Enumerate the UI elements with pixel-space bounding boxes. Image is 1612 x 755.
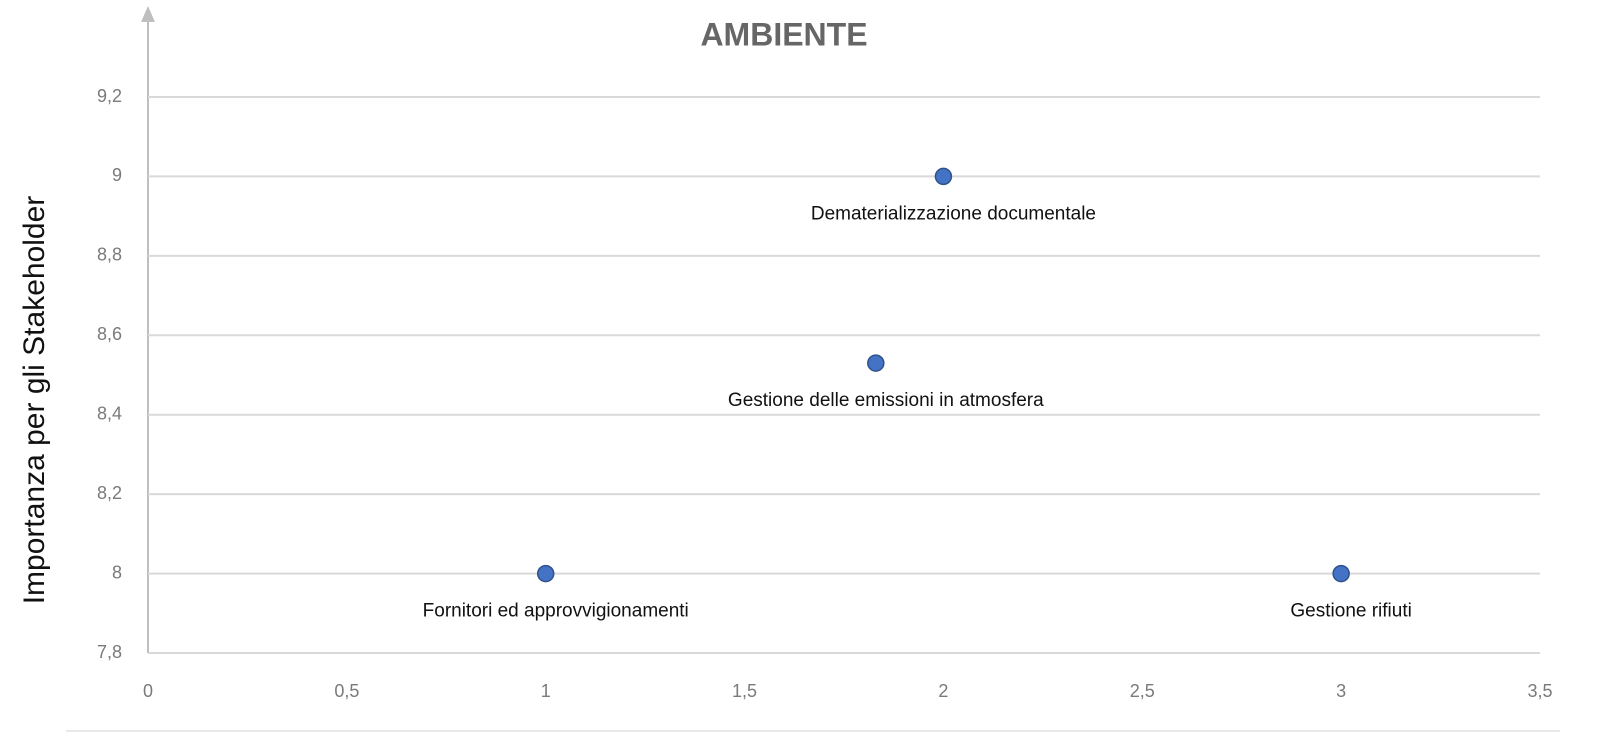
point xyxy=(867,354,885,372)
chart-title: AMBIENTE xyxy=(700,16,867,52)
point-label: Gestione rifiuti xyxy=(1290,601,1411,622)
point xyxy=(934,167,953,186)
y-tick-label: 9 xyxy=(112,165,122,185)
y-tick-label: 8,6 xyxy=(97,324,122,344)
point-label: Gestione delle emissioni in atmosfera xyxy=(728,390,1044,411)
y-axis-arrow xyxy=(141,6,155,22)
x-tick-label: 2 xyxy=(938,681,948,701)
x-tick-label: 3,5 xyxy=(1527,681,1552,701)
y-tick-label: 8,2 xyxy=(97,483,122,503)
x-tick-label: 0,5 xyxy=(334,681,359,701)
y-tick-label: 8,8 xyxy=(97,245,122,265)
x-tick-label: 1,5 xyxy=(732,681,757,701)
point-label: Dematerializzazione documentale xyxy=(811,203,1096,224)
point-label: Fornitori ed approvvigionamenti xyxy=(423,601,689,622)
y-tick-label: 9,2 xyxy=(97,86,122,106)
y-tick-label: 8,4 xyxy=(97,403,122,423)
x-tick-label: 0 xyxy=(143,681,153,701)
point xyxy=(536,564,555,583)
point xyxy=(1332,564,1350,583)
y-axis-label: Importanza per gli Stakeholder xyxy=(18,196,51,605)
x-tick-label: 1 xyxy=(541,681,551,701)
y-tick-label: 7,8 xyxy=(97,642,122,662)
x-tick-label: 3 xyxy=(1336,681,1346,701)
x-tick-label: 2,5 xyxy=(1130,681,1155,701)
y-tick-label: 8 xyxy=(112,562,122,582)
